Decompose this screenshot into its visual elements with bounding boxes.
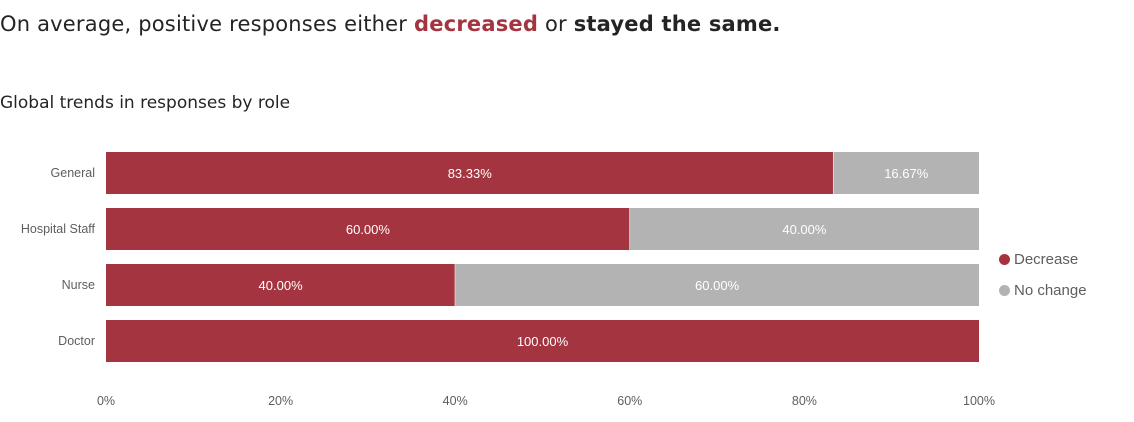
data-label-no-change-general: 16.67%: [884, 166, 929, 181]
data-label-no-change-hospital-staff: 40.00%: [782, 222, 827, 237]
headline-same: stayed the same.: [573, 12, 781, 36]
x-tick-label: 20%: [268, 394, 293, 408]
headline: On average, positive responses either de…: [0, 12, 781, 36]
headline-middle: or: [538, 12, 574, 36]
x-tick-label: 60%: [617, 394, 642, 408]
bar-decrease-doctor: [106, 320, 979, 362]
bar-no-change-nurse: [455, 264, 979, 306]
category-label-general: General: [51, 166, 95, 180]
data-label-decrease-nurse: 40.00%: [259, 278, 304, 293]
legend: Decrease No change: [999, 244, 1087, 306]
data-label-decrease-doctor: 100.00%: [517, 334, 569, 349]
legend-swatch-decrease: [999, 254, 1010, 265]
bar-no-change-general: [833, 152, 979, 194]
data-label-decrease-hospital-staff: 60.00%: [346, 222, 391, 237]
category-label-hospital-staff: Hospital Staff: [21, 222, 96, 236]
stacked-bar-chart: General 83.33% 16.67% Hospital Staff 60.00% 4…: [21, 152, 995, 408]
x-tick-label: 80%: [792, 394, 817, 408]
bar-decrease-hospital-staff: [106, 208, 630, 250]
legend-label-no-change: No change: [1014, 282, 1087, 299]
headline-prefix: On average, positive responses either: [0, 12, 415, 36]
category-label-nurse: Nurse: [62, 278, 95, 292]
category-label-doctor: Doctor: [58, 334, 95, 348]
legend-swatch-no-change: [999, 285, 1010, 296]
legend-item-no-change[interactable]: No change: [999, 275, 1087, 306]
legend-item-decrease[interactable]: Decrease: [999, 244, 1087, 275]
bar-decrease-nurse: [106, 264, 455, 306]
data-label-no-change-nurse: 60.00%: [695, 278, 740, 293]
data-label-decrease-general: 83.33%: [448, 166, 493, 181]
chart-title: Global trends in responses by role: [0, 93, 291, 113]
x-tick-label: 40%: [443, 394, 468, 408]
legend-label-decrease: Decrease: [1014, 251, 1079, 268]
headline-decreased: decreased: [414, 12, 539, 36]
bar-decrease-general: [106, 152, 833, 194]
x-tick-label: 0%: [97, 394, 115, 408]
bar-no-change-hospital-staff: [629, 208, 979, 250]
x-tick-label: 100%: [963, 394, 995, 408]
